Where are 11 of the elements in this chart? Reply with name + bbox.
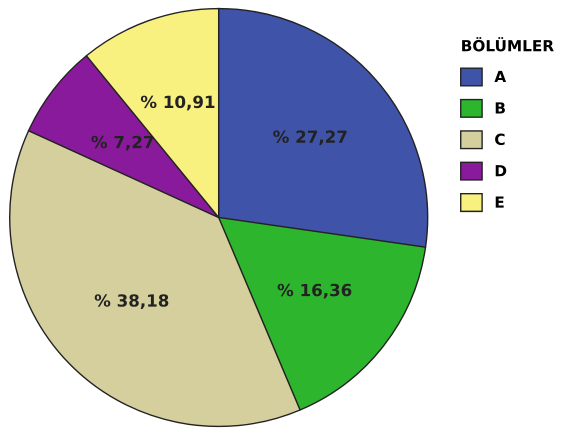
- legend-label: B: [496, 102, 505, 114]
- legend-title: BÖLÜMLER: [462, 37, 554, 52]
- data-label: % 16,36: [278, 284, 352, 298]
- data-label: % 27,27: [273, 130, 347, 146]
- legend-label: E: [496, 196, 504, 208]
- legend-label: A: [494, 70, 506, 82]
- data-label: % 38,18: [94, 294, 168, 309]
- legend-label: D: [496, 165, 506, 176]
- data-label: % 10,91: [140, 96, 214, 110]
- legend-label: C: [495, 134, 505, 146]
- data-label: % 7,27: [91, 136, 154, 150]
